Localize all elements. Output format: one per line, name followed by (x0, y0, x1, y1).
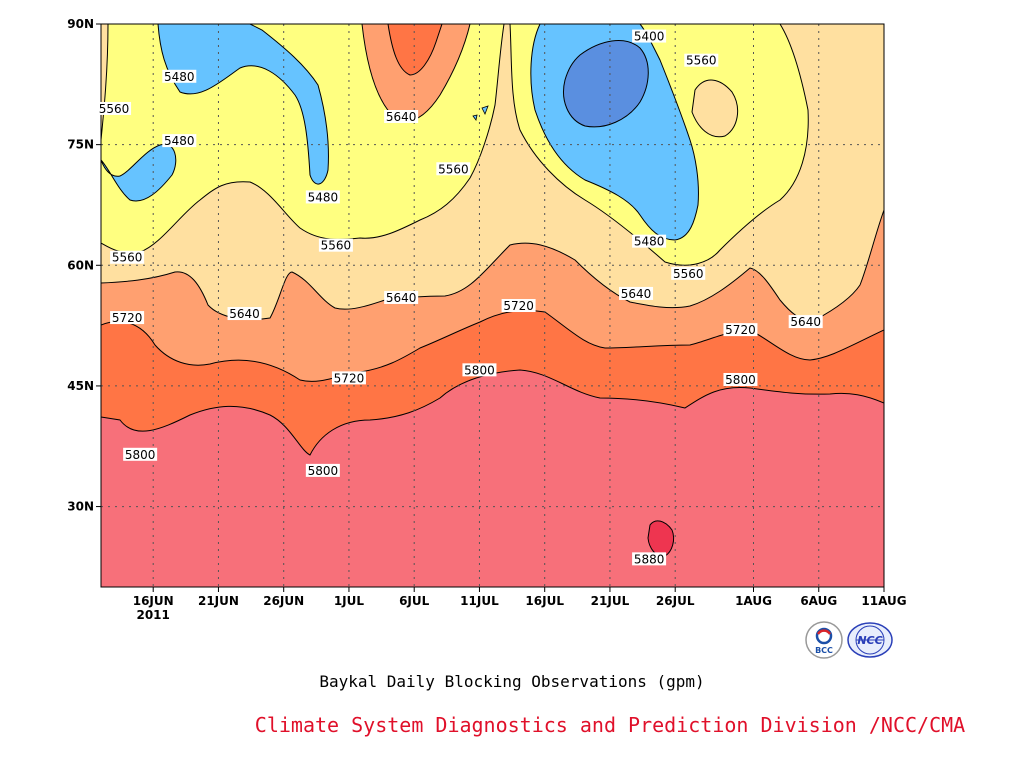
contour-label-bg (501, 299, 536, 312)
contour-label: 5480 (308, 190, 339, 204)
island-5560 (691, 79, 739, 138)
tiny-low-2 (472, 114, 478, 121)
y-tick-label: 30N (67, 500, 94, 514)
contour-label-bg (632, 29, 667, 43)
ncc-logo-icon: NCC (847, 622, 893, 658)
contour-label: 5800 (464, 363, 495, 377)
contour-label: 5720 (112, 311, 143, 325)
contour-label-bg (619, 286, 654, 300)
contour-label-bg (227, 307, 262, 321)
contour-label: 5640 (386, 110, 417, 124)
x-tick-label: 11JUL (460, 594, 499, 608)
contour-labels: 5400 5560 5480 5560 5640 5480 5560 5480 5480 5560… (97, 29, 823, 566)
contour-label: 5480 (634, 235, 665, 249)
contour-label: 5560 (673, 267, 704, 281)
contour-label-bg (305, 190, 340, 204)
contour-label-bg (684, 53, 719, 67)
y-tick-label: 90N (67, 17, 94, 31)
x-tick-label: 21JUL (591, 594, 630, 608)
contour-label-bg (110, 311, 145, 325)
low-5480-west (101, 143, 177, 202)
low-5400 (563, 40, 649, 128)
contour-label: 5480 (164, 70, 195, 84)
y-axis: 90N 75N 60N 45N 30N (67, 17, 101, 514)
contour-label: 5560 (112, 251, 143, 265)
contour-label: 5880 (634, 552, 665, 566)
contour-label: 5560 (99, 102, 130, 116)
contour-label-bg (331, 371, 366, 385)
contour-label-bg (97, 101, 132, 115)
contour-label-bg (305, 463, 340, 477)
y-tick-label: 75N (67, 138, 94, 152)
contour-label-bg (436, 162, 471, 176)
contour-label: 5720 (725, 323, 756, 337)
contour-label-bg (723, 323, 758, 337)
band-5880-plus (647, 520, 675, 557)
contour-label: 5560 (438, 162, 469, 176)
contour-fields (101, 24, 884, 587)
bcc-logo-text: BCC (815, 646, 833, 655)
x-year-label: 2011 (136, 608, 169, 622)
y-tick-label: 45N (67, 379, 94, 393)
contour-label-bg (162, 134, 197, 148)
x-tick-label: 6JUL (399, 594, 430, 608)
contour-label-bg (162, 69, 197, 83)
x-tick-label: 11AUG (861, 594, 906, 608)
contour-label-bg (632, 234, 667, 248)
contour-label: 5800 (725, 373, 756, 387)
contour-label-bg (788, 315, 823, 329)
x-tick-label: 6AUG (800, 594, 837, 608)
contour-label-bg (123, 447, 158, 461)
contour-label-bg (318, 238, 353, 252)
x-tick-label: 16JUL (525, 594, 564, 608)
x-tick-label: 26JUN (263, 594, 304, 608)
pocket-5720-top (387, 24, 443, 76)
x-tick-label: 21JUN (198, 594, 239, 608)
tiny-low (481, 105, 489, 115)
chart-caption: Baykal Daily Blocking Observations (gpm) (319, 672, 705, 691)
contour-label-bg (462, 363, 497, 377)
x-tick-label: 26JUL (656, 594, 695, 608)
y-tick-label: 60N (67, 258, 94, 272)
plot-frame (100, 23, 885, 588)
contour-label-bg (384, 109, 419, 123)
contour-label: 5720 (503, 299, 534, 313)
contour-label-bg (671, 266, 706, 280)
x-tick-label: 1AUG (735, 594, 772, 608)
contour-label: 5800 (308, 464, 339, 478)
footer-credit: Climate System Diagnostics and Predictio… (254, 713, 966, 737)
contour-label: 5640 (790, 315, 821, 329)
low-5480-nw (157, 24, 329, 185)
contour-label: 5640 (229, 307, 260, 321)
contour-label: 5800 (125, 448, 156, 462)
x-axis: 16JUN 21JUN 26JUN 1JUL 6JUL 11JUL 16JUL 21JUL 26… (133, 587, 907, 622)
contour-label: 5640 (621, 287, 652, 301)
contour-label: 5640 (386, 291, 417, 305)
contour-label: 5400 (634, 30, 665, 44)
contour-label: 5560 (686, 54, 717, 68)
contour-label: 5560 (321, 239, 352, 253)
contour-label-bg (632, 552, 667, 566)
contour-label-bg (723, 372, 758, 386)
contour-label: 5720 (334, 371, 365, 385)
contour-label-bg (384, 290, 419, 304)
x-tick-label: 16JUN (133, 594, 174, 608)
ncc-logo-text: NCC (857, 634, 882, 647)
x-tick-label: 1JUL (334, 594, 365, 608)
contour-label: 5480 (164, 134, 195, 148)
contour-label-bg (110, 250, 145, 264)
bcc-logo-icon: BCC (805, 621, 843, 659)
